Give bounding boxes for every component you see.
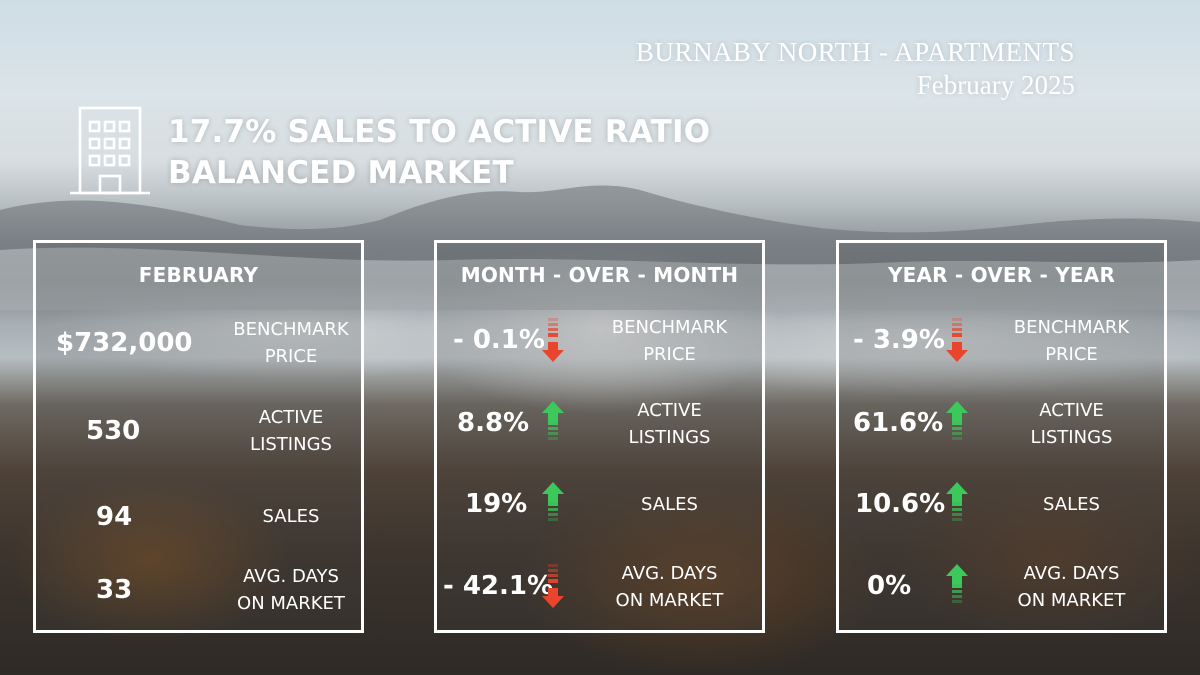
row-benchmark-price: - 0.1% BENCHMARK PRICE [437, 313, 762, 373]
stat-value: 94 [96, 502, 133, 532]
stat-value: $732,000 [56, 328, 193, 358]
panel-title: YEAR - OVER - YEAR [887, 263, 1116, 287]
panel-title: MONTH - OVER - MONTH [460, 263, 739, 287]
stat-label: AVG. DAYS ON MARKET [1017, 563, 1126, 611]
stat-value: 530 [86, 416, 141, 446]
trend-arrow-up-icon [945, 399, 969, 451]
stat-value: - 0.1% [453, 325, 545, 355]
row-sales: 10.6% SALES [839, 477, 1164, 537]
trend-arrow-up-icon [945, 562, 969, 614]
stat-value: 19% [465, 489, 528, 519]
stat-label: ACTIVE LISTINGS [1030, 400, 1113, 448]
trend-arrow-up-icon [541, 480, 565, 532]
row-active-listings: 8.8% ACTIVE LISTINGS [437, 396, 762, 456]
stat-label: BENCHMARK PRICE [233, 319, 349, 367]
stat-label: ACTIVE LISTINGS [250, 407, 332, 455]
row-benchmark-price: $732,000 BENCHMARK PRICE [36, 313, 361, 373]
trend-arrow-up-icon [945, 480, 969, 532]
row-active-listings: 61.6% ACTIVE LISTINGS [839, 396, 1164, 456]
stat-value: 0% [867, 571, 912, 601]
row-avg-days: 0% AVG. DAYS ON MARKET [839, 559, 1164, 619]
period-title: February 2025 [916, 70, 1075, 100]
panel-year-over-year: YEAR - OVER - YEAR - 3.9% BENCHMARK PRICE… [836, 240, 1167, 633]
market-type: BALANCED MARKET [168, 155, 514, 191]
row-benchmark-price: - 3.9% BENCHMARK PRICE [839, 313, 1164, 373]
stat-label: AVG. DAYS ON MARKET [237, 566, 345, 614]
panel-february: FEBRUARY $732,000 BENCHMARK PRICE 530 ACT… [33, 240, 364, 633]
trend-arrow-down-icon [945, 316, 969, 368]
area-title: BURNABY NORTH - APARTMENTS [635, 37, 1075, 67]
row-sales: 94 SALES [36, 497, 361, 537]
trend-arrow-down-icon [541, 562, 565, 614]
sales-to-active-ratio: 17.7% SALES TO ACTIVE RATIO [168, 114, 711, 150]
row-active-listings: 530 ACTIVE LISTINGS [36, 401, 361, 461]
stat-value: 61.6% [853, 408, 944, 438]
stat-value: 8.8% [457, 408, 530, 438]
stat-value: 33 [96, 575, 133, 605]
stat-value: - 42.1% [443, 571, 554, 601]
stat-label: SALES [262, 506, 320, 527]
stat-label: SALES [641, 494, 698, 515]
stat-value: 10.6% [855, 489, 946, 519]
stat-value: - 3.9% [853, 325, 945, 355]
report-title: BURNABY NORTH - APARTMENTS February 2025 [636, 37, 1075, 101]
building-icon [70, 106, 150, 195]
panel-title: FEBRUARY [138, 263, 259, 287]
stat-label: BENCHMARK PRICE [611, 317, 728, 365]
stat-label: SALES [1043, 494, 1100, 515]
row-avg-days: - 42.1% AVG. DAYS ON MARKET [437, 559, 762, 619]
panel-month-over-month: MONTH - OVER - MONTH - 0.1% BENCHMARK PRI… [434, 240, 765, 633]
stat-label: AVG. DAYS ON MARKET [615, 563, 724, 611]
row-avg-days: 33 AVG. DAYS ON MARKET [36, 561, 361, 621]
market-summary: 17.7% SALES TO ACTIVE RATIO BALANCED MAR… [168, 112, 710, 194]
row-sales: 19% SALES [437, 477, 762, 537]
trend-arrow-down-icon [541, 316, 565, 368]
stat-label: ACTIVE LISTINGS [628, 400, 711, 448]
mountain-silhouette [0, 185, 1200, 310]
trend-arrow-up-icon [541, 399, 565, 451]
stat-label: BENCHMARK PRICE [1013, 317, 1130, 365]
